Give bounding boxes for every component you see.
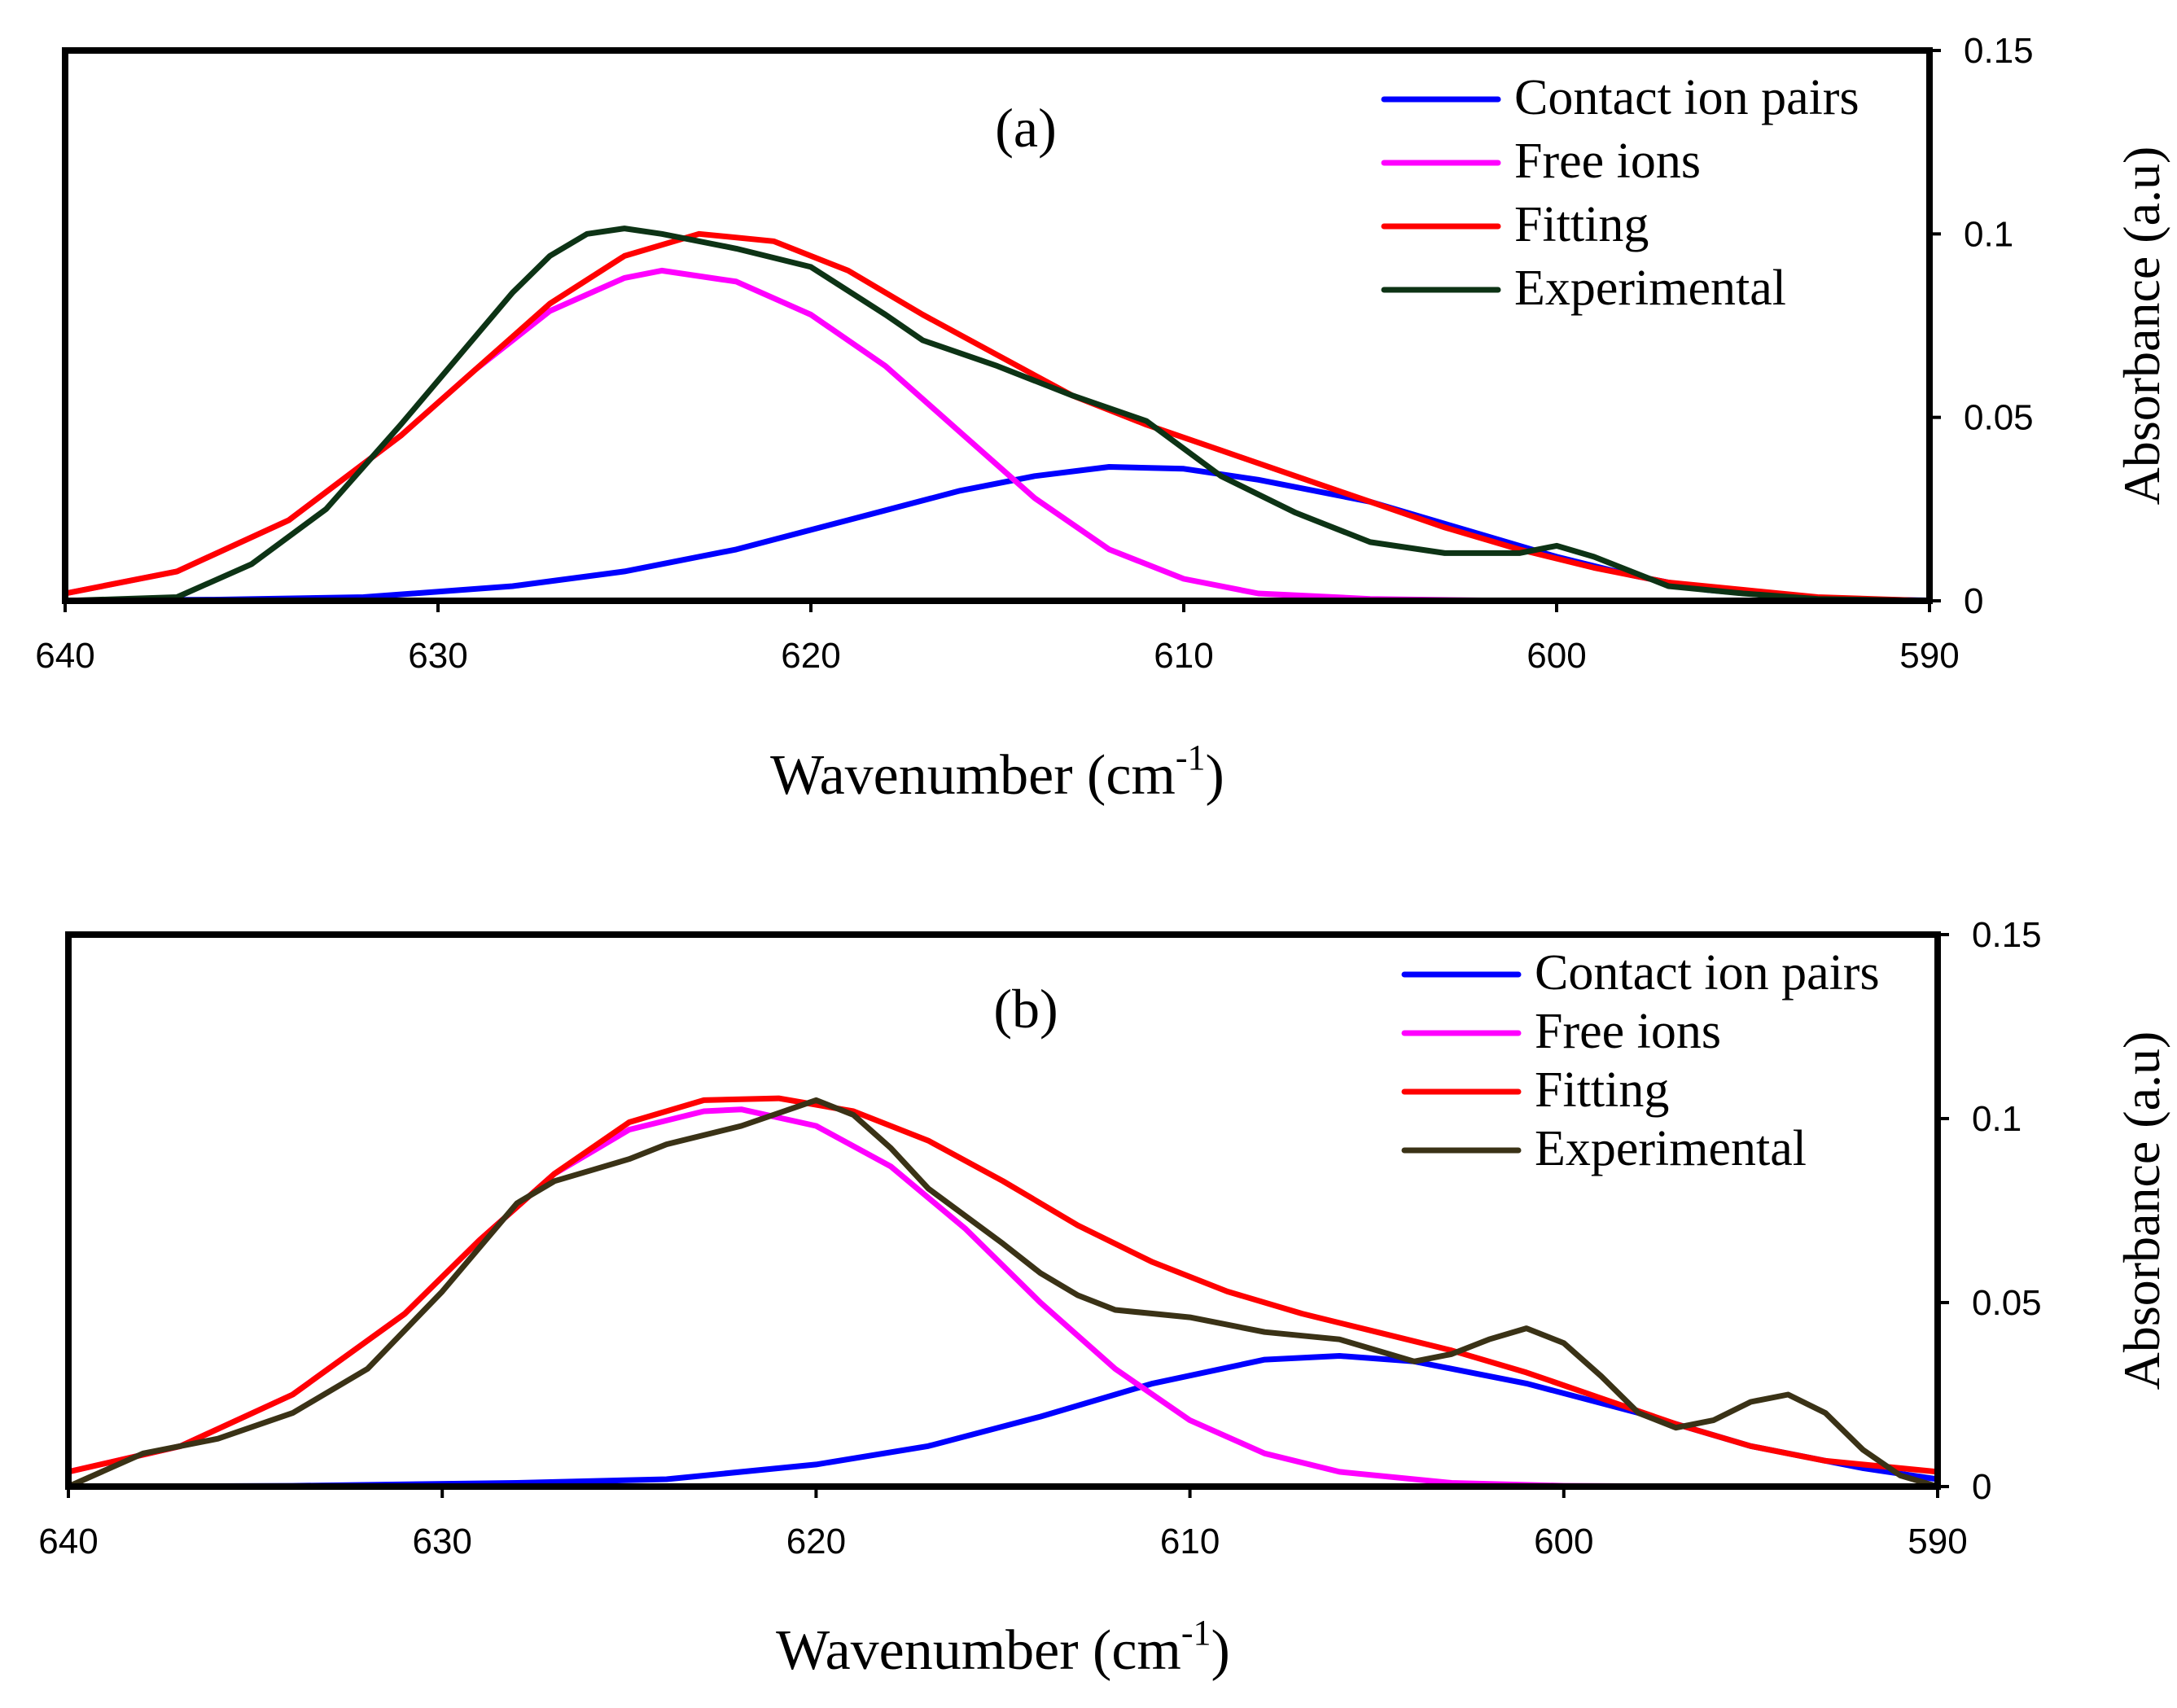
panel-a-series-fitting bbox=[62, 230, 1933, 604]
panel-a-y-axis-title: Absorbance (a.u) bbox=[2113, 147, 2170, 506]
panel-a-x-tick-label: 610 bbox=[1154, 636, 1213, 676]
panel-b-legend-label-experimental: Experimental bbox=[1535, 1121, 1807, 1176]
panel-a-series-free-ions bbox=[62, 267, 1933, 604]
panel-b-y-tick-label: 0 bbox=[1972, 1467, 1991, 1507]
panel-b-panel-label: (b) bbox=[993, 978, 1058, 1040]
panel-a-plot-frame bbox=[62, 47, 1933, 604]
panel-a-x-tick-label: 620 bbox=[781, 636, 840, 676]
panel-a-x-axis-title-close: ) bbox=[1206, 744, 1224, 807]
panel-a-legend-label-contact-ion-pairs: Contact ion pairs bbox=[1514, 70, 1859, 125]
panel-a-y-tick-label: 0.15 bbox=[1964, 31, 2034, 71]
panel-b-x-axis-title-main: Wavenumber (cm bbox=[776, 1619, 1181, 1682]
panel-b-x-tick-label: 640 bbox=[38, 1522, 98, 1561]
panel-a-x-tick-label: 630 bbox=[408, 636, 467, 676]
panel-b-legend-label-free-ions: Free ions bbox=[1535, 1004, 1721, 1059]
panel-a-x-axis-title-main: Wavenumber (cm bbox=[770, 744, 1176, 807]
panel-b-plot-frame bbox=[65, 931, 1941, 1490]
panel-a-series-experimental bbox=[62, 226, 1933, 604]
panel-a-legend-label-free-ions: Free ions bbox=[1514, 134, 1701, 189]
panel-b-series-fitting bbox=[65, 1095, 1941, 1475]
panel-b-x-tick-label: 610 bbox=[1160, 1522, 1220, 1561]
panel-a-x-tick-label: 640 bbox=[35, 636, 94, 676]
panel-b-y-tick-label: 0.15 bbox=[1972, 915, 2042, 955]
panel-a-x-axis-title: Wavenumber (cm-1) bbox=[770, 738, 1224, 807]
panel-b-y-tick-label: 0.05 bbox=[1972, 1283, 2042, 1323]
panel-a-legend-label-fitting: Fitting bbox=[1514, 197, 1649, 252]
panel-b-x-tick-label: 620 bbox=[786, 1522, 846, 1561]
panel-b-legend-label-contact-ion-pairs: Contact ion pairs bbox=[1535, 945, 1880, 1001]
panel-a-y-tick-label: 0.1 bbox=[1964, 214, 2013, 254]
panel-a-y-tick-label: 0.05 bbox=[1964, 398, 2034, 438]
panel-b-legend-label-fitting: Fitting bbox=[1535, 1062, 1669, 1118]
panel-a-x-axis-title-sup: -1 bbox=[1176, 738, 1206, 777]
panel-a-x-tick-label: 600 bbox=[1527, 636, 1586, 676]
panel-a-panel-label: (a) bbox=[995, 97, 1056, 159]
panel-b-x-tick-label: 600 bbox=[1534, 1522, 1593, 1561]
panel-b-y-tick-label: 0.1 bbox=[1972, 1099, 2022, 1139]
panel-b-x-axis-title-close: ) bbox=[1211, 1619, 1230, 1682]
panel-b-y-axis-title: Absorbance (a.u) bbox=[2113, 1031, 2170, 1390]
panel-a-x-tick-label: 590 bbox=[1899, 636, 1959, 676]
panel-b-x-axis-title: Wavenumber (cm-1) bbox=[776, 1613, 1230, 1682]
panel-b-x-tick-label: 590 bbox=[1908, 1522, 1967, 1561]
panel-a-legend-label-experimental: Experimental bbox=[1514, 261, 1786, 316]
panel-b-x-axis-title-sup: -1 bbox=[1181, 1613, 1211, 1653]
panel-b-x-tick-label: 630 bbox=[412, 1522, 471, 1561]
panel-b-series-experimental bbox=[65, 1097, 1941, 1490]
panel-a-y-tick-label: 0 bbox=[1964, 581, 1983, 621]
